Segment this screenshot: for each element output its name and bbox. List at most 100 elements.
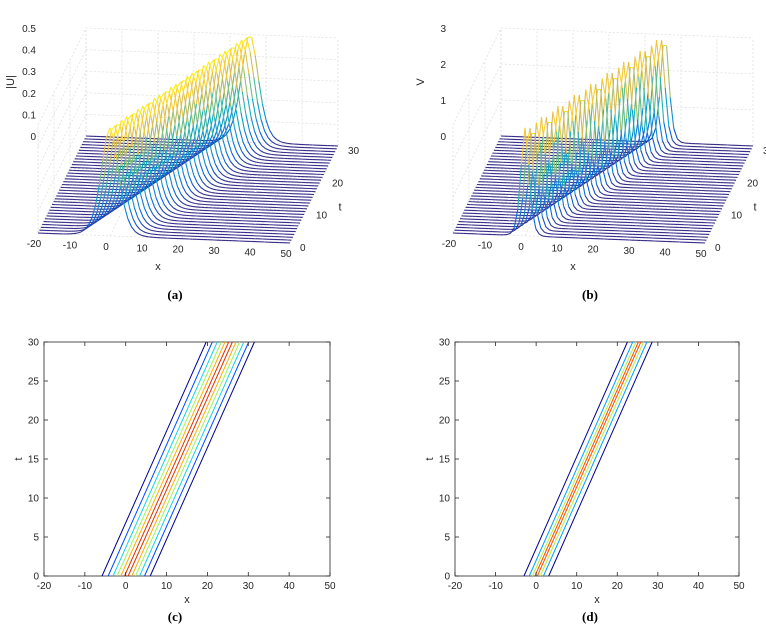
series-curve-segment xyxy=(651,136,657,152)
series-curve-segment xyxy=(128,146,133,173)
series-curve-segment xyxy=(516,225,521,230)
series-curve-segment xyxy=(183,76,188,91)
series-curve-segment xyxy=(223,183,227,186)
series-curve-segment xyxy=(139,229,145,233)
series-curve-segment xyxy=(110,158,115,183)
series-curve-segment xyxy=(608,191,613,194)
series-curve-segment xyxy=(230,106,236,128)
series-curve-segment xyxy=(73,232,78,235)
series-curve-segment xyxy=(198,174,203,182)
y-tick-label: 20 xyxy=(332,178,344,189)
series-curve-segment xyxy=(209,59,215,66)
series-curve-segment xyxy=(663,121,668,141)
series-curve-segment xyxy=(590,83,595,121)
series-curve-segment xyxy=(225,176,230,179)
series-curve-segment xyxy=(528,218,533,222)
series-curve-segment xyxy=(201,149,206,165)
series-curve-segment xyxy=(564,187,570,207)
series-curve-segment xyxy=(219,182,224,185)
series-curve-segment xyxy=(157,103,163,125)
series-curve-segment xyxy=(562,106,568,154)
series-curve-segment xyxy=(637,167,642,171)
series-curve-segment xyxy=(187,121,193,146)
series-curve-segment xyxy=(160,92,165,99)
series-curve-segment xyxy=(570,163,576,195)
series-curve-segment xyxy=(133,109,139,124)
series-curve-segment xyxy=(209,164,215,173)
series-curve-segment xyxy=(251,164,255,166)
series-curve-segment xyxy=(544,153,550,199)
series-curve-segment xyxy=(261,145,266,149)
series-curve-segment xyxy=(172,207,177,211)
series-curve-segment xyxy=(146,221,151,226)
series-curve-segment xyxy=(260,150,265,154)
series-curve-segment xyxy=(641,127,647,152)
series-curve-segment xyxy=(195,202,200,205)
series-curve-segment xyxy=(572,120,578,172)
series-curve-segment xyxy=(97,206,103,217)
series-curve-segment xyxy=(201,197,206,199)
series-curve-segment xyxy=(118,203,124,208)
series-curve-segment xyxy=(223,65,229,92)
series-curve-segment xyxy=(144,135,150,162)
series-curve-segment xyxy=(191,72,197,84)
series-curve-segment xyxy=(155,94,160,105)
series-curve-segment xyxy=(172,110,178,136)
series-curve-segment xyxy=(648,98,653,138)
series-curve-segment xyxy=(208,172,213,179)
series-curve-segment xyxy=(573,94,579,132)
series-curve-segment xyxy=(557,185,563,200)
series-curve-segment xyxy=(138,154,143,179)
series-curve-segment xyxy=(236,88,242,113)
series-curve-segment xyxy=(603,72,608,110)
series-curve-segment xyxy=(670,145,675,149)
series-curve-segment xyxy=(204,61,210,72)
series-curve-segment xyxy=(574,174,580,189)
series-curve-segment xyxy=(110,205,116,212)
series-curve-segment xyxy=(175,114,181,140)
series-curve-segment xyxy=(100,213,106,219)
series-curve-segment xyxy=(206,127,212,141)
series-curve-segment xyxy=(254,55,260,82)
series-curve-segment xyxy=(659,154,664,158)
series-curve-segment xyxy=(238,66,243,93)
series-curve-segment xyxy=(224,161,230,168)
series-curve-segment xyxy=(105,168,110,191)
series-curve-segment xyxy=(256,146,261,152)
series-curve-segment xyxy=(147,215,153,221)
series-curve-segment xyxy=(559,224,564,227)
series-curve-segment xyxy=(176,185,182,195)
series-curve-segment xyxy=(628,62,633,110)
series-curve-segment xyxy=(119,124,125,144)
series-curve-segment xyxy=(127,218,133,228)
series-curve-segment xyxy=(243,161,248,165)
series-curve-segment xyxy=(109,127,115,139)
series-curve-segment xyxy=(191,146,197,156)
series-curve-segment xyxy=(553,202,558,218)
series-curve-segment xyxy=(148,228,153,232)
series-curve-segment xyxy=(658,158,662,161)
series-curve-segment xyxy=(143,103,149,110)
series-curve-segment xyxy=(225,82,230,107)
series-curve-segment xyxy=(560,142,566,188)
series-curve-segment xyxy=(160,124,166,151)
series-curve-segment xyxy=(221,105,227,124)
series-curve-segment xyxy=(134,129,140,155)
series-curve-segment xyxy=(253,156,258,160)
series-curve-segment xyxy=(589,194,595,200)
series-curve-segment xyxy=(673,128,678,140)
series-curve-segment xyxy=(199,163,205,175)
series-curve-segment xyxy=(643,87,648,134)
series-curve-segment xyxy=(675,143,680,147)
series-curve-segment xyxy=(635,147,641,163)
series-curve-segment xyxy=(123,143,128,169)
series-curve-segment xyxy=(154,143,160,168)
series-curve-segment xyxy=(599,191,605,196)
series-curve-segment xyxy=(174,98,180,125)
series-curve-segment xyxy=(133,150,138,176)
series-curve-segment xyxy=(189,155,194,160)
series-curve-segment xyxy=(238,163,243,167)
series-curve-segment xyxy=(142,216,148,223)
series-curve-segment xyxy=(593,198,598,202)
x-tick-label: -10 xyxy=(63,240,78,251)
